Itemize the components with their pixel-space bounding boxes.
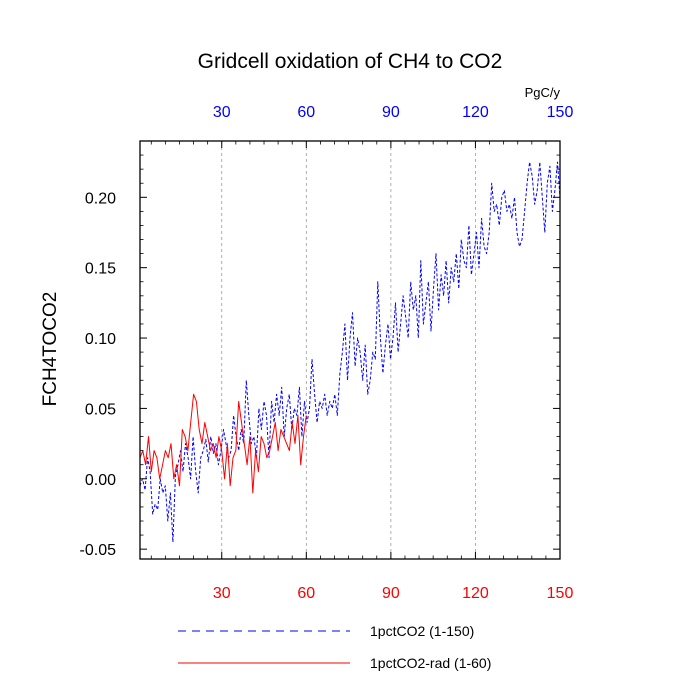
legend-label-1pctco2-rad: 1pctCO2-rad (1-60) xyxy=(370,655,491,671)
legend: 1pctCO2 (1-150) 1pctCO2-rad (1-60) xyxy=(178,623,491,671)
axis-ticks: 30 30 60 60 90 90 120 120 150 150 -0.05 0.00 0.05 0.1… xyxy=(80,104,574,602)
y-tick-label: 0.20 xyxy=(85,190,116,207)
x-tick-label-top: 120 xyxy=(462,104,489,121)
x-tick-label-top: 90 xyxy=(382,104,400,121)
x-tick-label-bottom: 90 xyxy=(382,585,400,602)
x-tick-label-bottom: 120 xyxy=(462,585,489,602)
y-tick-label: -0.05 xyxy=(80,542,117,559)
x-tick-label-top: 30 xyxy=(213,104,231,121)
plot-series xyxy=(139,161,561,543)
x-tick-label-top: 150 xyxy=(547,104,574,121)
series-line-1pctco2-rad xyxy=(139,393,307,494)
top-axis-unit: PgC/y xyxy=(525,85,561,100)
chart-title: Gridcell oxidation of CH4 to CO2 xyxy=(198,50,503,73)
series-line-1pctco2 xyxy=(139,161,561,543)
x-tick-label-bottom: 60 xyxy=(297,585,315,602)
x-tick-label-top: 60 xyxy=(297,104,315,121)
y-tick-label: 0.05 xyxy=(85,401,116,418)
y-tick-label: 0.15 xyxy=(85,261,116,278)
legend-label-1pctco2: 1pctCO2 (1-150) xyxy=(370,623,474,639)
y-axis-title: FCH4TOCO2 xyxy=(40,292,61,407)
y-tick-label: 0.10 xyxy=(85,331,116,348)
x-tick-label-bottom: 30 xyxy=(213,585,231,602)
x-tick-label-bottom: 150 xyxy=(547,585,574,602)
y-tick-label: 0.00 xyxy=(85,472,116,489)
grid-lines xyxy=(221,141,476,559)
plot-frame xyxy=(139,140,561,560)
